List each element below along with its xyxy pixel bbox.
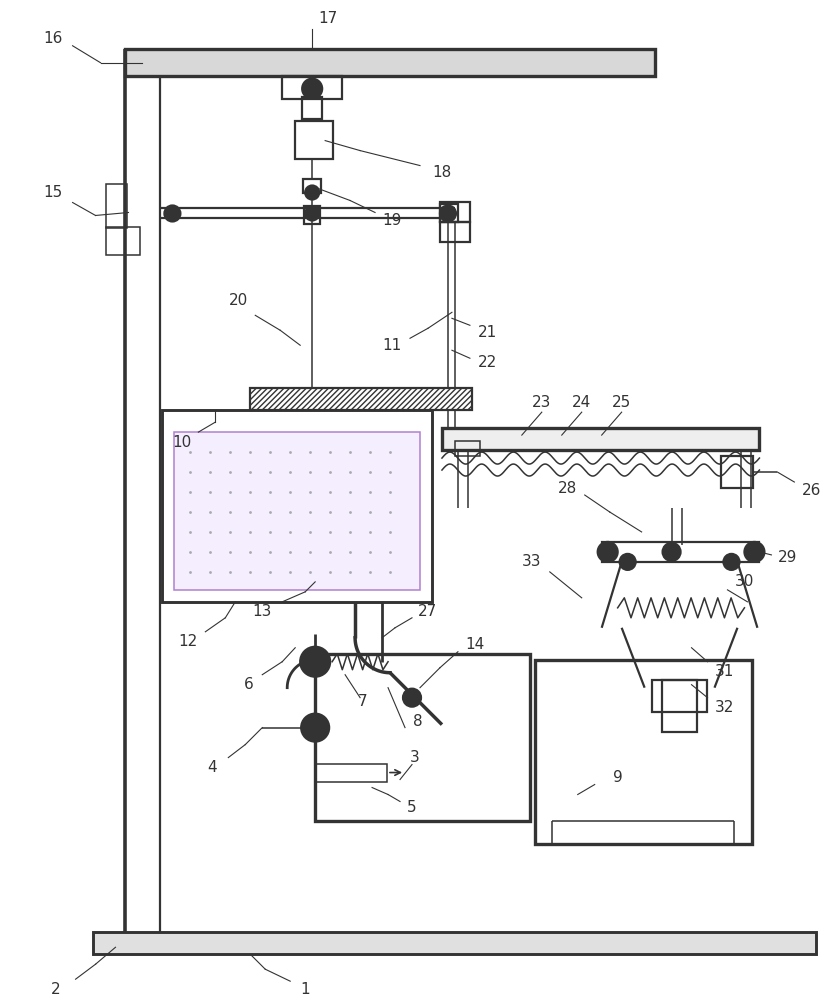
Circle shape [724, 554, 740, 570]
Bar [162, 410, 432, 602]
Bar [303, 179, 321, 193]
Circle shape [745, 542, 765, 562]
Text: 5: 5 [407, 800, 417, 815]
Text: 28: 28 [558, 481, 578, 496]
Bar [455, 441, 479, 456]
Bar [535, 660, 752, 844]
Bar [721, 456, 754, 488]
Text: 22: 22 [479, 355, 498, 370]
Circle shape [620, 554, 636, 570]
Text: 3: 3 [411, 750, 420, 765]
Circle shape [301, 714, 329, 742]
Text: 8: 8 [413, 714, 423, 729]
Text: 19: 19 [382, 213, 401, 228]
Bar [602, 542, 760, 562]
Text: 4: 4 [208, 760, 217, 775]
Text: 25: 25 [612, 395, 632, 410]
Circle shape [302, 79, 322, 99]
Bar [106, 227, 140, 255]
Text: 7: 7 [357, 694, 367, 709]
Text: 9: 9 [612, 770, 622, 785]
Circle shape [305, 206, 319, 220]
Text: 30: 30 [735, 574, 755, 589]
Bar [295, 121, 333, 159]
Circle shape [440, 205, 456, 221]
Bar [315, 764, 387, 782]
Text: 26: 26 [802, 483, 821, 498]
Bar [125, 49, 655, 76]
Bar [442, 428, 760, 450]
Text: 10: 10 [173, 435, 192, 450]
Bar [440, 222, 470, 242]
Text: 31: 31 [715, 664, 734, 679]
Bar [106, 184, 127, 228]
Circle shape [597, 542, 617, 562]
Circle shape [662, 543, 681, 561]
Text: 24: 24 [572, 395, 592, 410]
Circle shape [305, 186, 319, 200]
Bar [440, 202, 470, 222]
Bar [302, 97, 322, 119]
Text: 20: 20 [229, 293, 248, 308]
Text: 11: 11 [382, 338, 401, 353]
Bar [92, 932, 816, 954]
Bar [440, 204, 458, 222]
Bar [175, 432, 420, 590]
Text: 18: 18 [432, 165, 451, 180]
Circle shape [165, 205, 180, 221]
Text: 17: 17 [318, 11, 337, 26]
Text: 12: 12 [179, 634, 198, 649]
Text: 29: 29 [778, 550, 797, 565]
Bar [315, 654, 530, 821]
Text: 21: 21 [479, 325, 498, 340]
Text: 14: 14 [465, 637, 484, 652]
Bar [283, 76, 342, 99]
Text: 27: 27 [418, 604, 438, 619]
Text: 6: 6 [243, 677, 253, 692]
Text: 2: 2 [51, 982, 61, 997]
Bar [304, 206, 320, 224]
Text: 16: 16 [43, 31, 62, 46]
Bar [652, 680, 706, 712]
Bar [250, 388, 472, 410]
Bar [661, 680, 696, 732]
Text: 23: 23 [532, 395, 552, 410]
Text: 15: 15 [43, 185, 62, 200]
Text: 33: 33 [522, 554, 542, 569]
Text: 32: 32 [715, 700, 734, 715]
Text: 1: 1 [300, 982, 310, 997]
Circle shape [300, 647, 330, 677]
Text: 13: 13 [253, 604, 272, 619]
Circle shape [403, 689, 421, 707]
